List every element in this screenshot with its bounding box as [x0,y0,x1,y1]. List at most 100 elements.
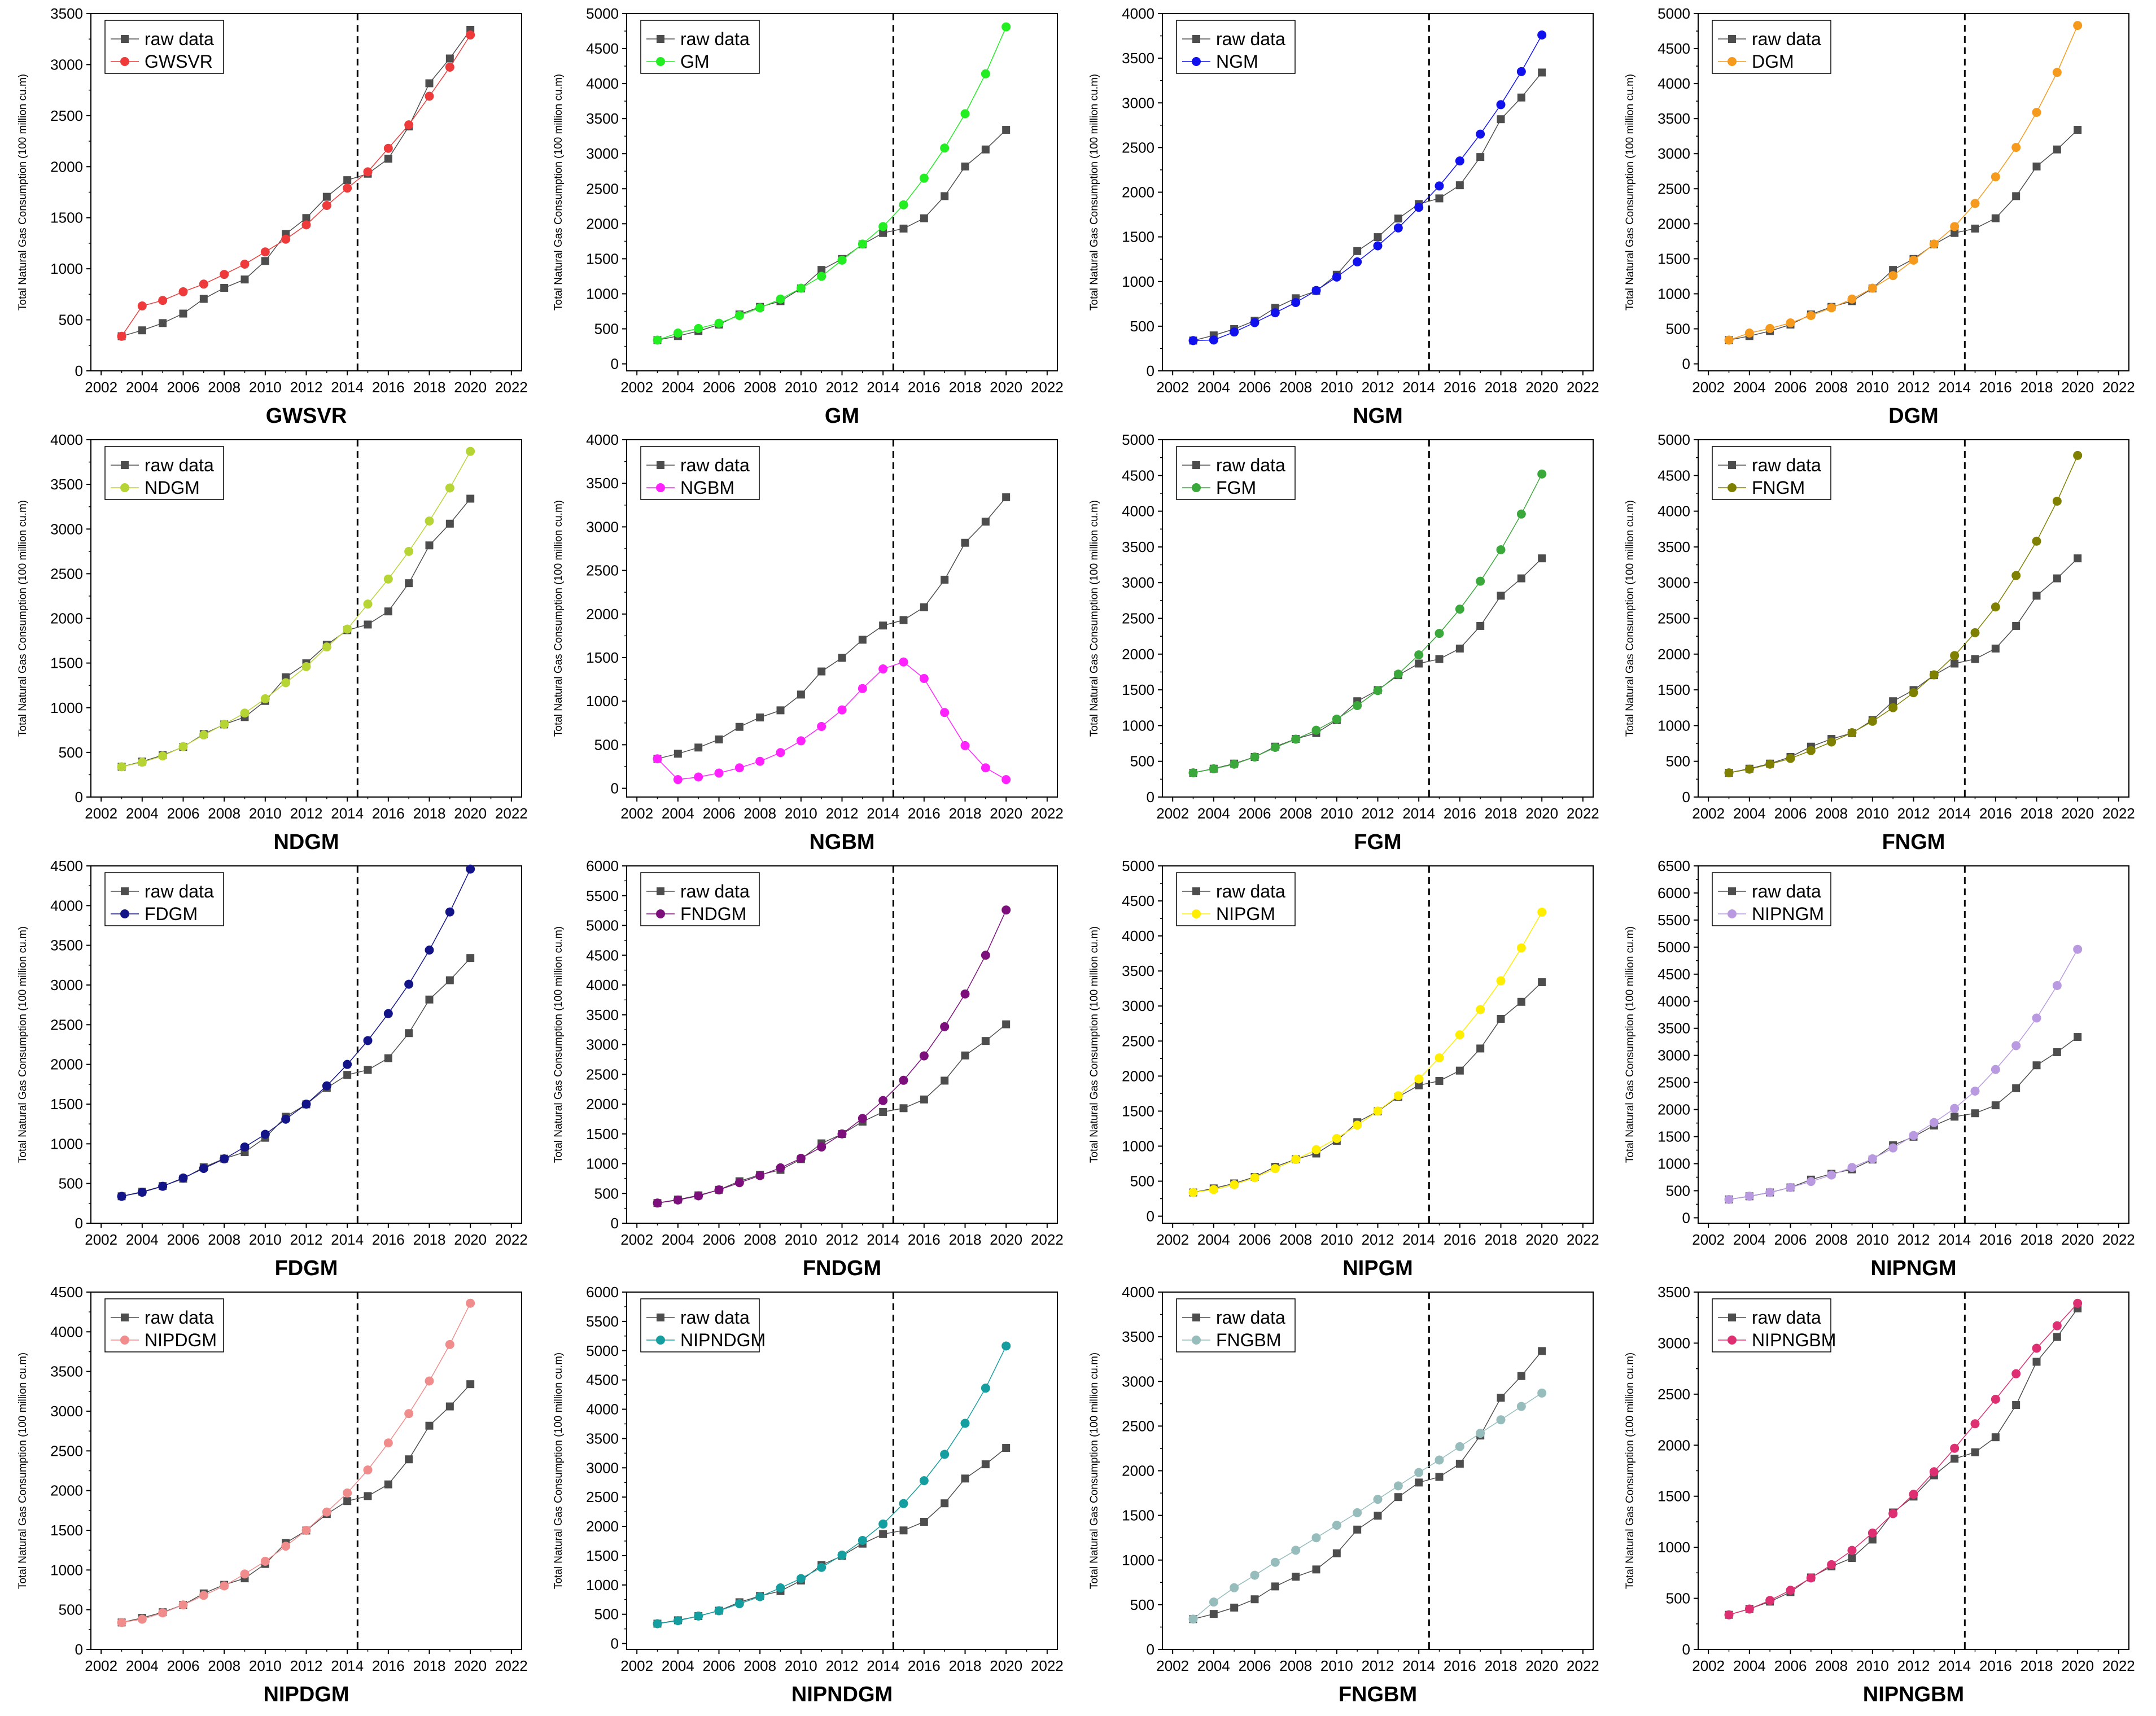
x-tick-label: 2008 [744,1657,776,1674]
raw-data-line [121,29,471,337]
model-data-point [260,1556,270,1566]
model-data-point [1806,1573,1816,1583]
legend-raw-label: raw data [680,881,750,901]
y-tick-label: 2500 [50,107,83,124]
model-data-point [1311,1533,1321,1543]
model-data-point [653,1198,662,1208]
model-data-point [1847,728,1857,738]
model-data-point [1929,239,1939,249]
model-data-point [445,62,454,72]
model-data-point [1909,688,1918,698]
model-data-point [1002,775,1011,785]
x-tick-label: 2020 [2061,1231,2094,1248]
legend: raw data NGBM [640,446,760,500]
y-tick-label: 4000 [586,431,619,448]
x-tick-label: 2006 [1239,1231,1271,1248]
x-tick-label: 2020 [454,805,487,822]
y-tick-label: 2000 [1658,1101,1690,1118]
model-data-point [899,657,908,667]
y-tick-label: 2500 [586,562,619,579]
y-tick-label: 2000 [1658,215,1690,232]
y-axis-label: Total Natural Gas Consumption (100 milli… [1624,926,1636,1163]
legend-model-label: NGM [1216,51,1258,72]
raw-data-point [756,713,764,722]
model-data-point [1765,323,1775,333]
raw-data-point [817,667,826,676]
model-series-line [1193,912,1542,1193]
x-tick-label: 2014 [1402,1657,1435,1674]
model-data-point [1537,1388,1547,1398]
y-axis-label: Total Natural Gas Consumption (100 milli… [1624,1352,1636,1589]
legend-model-marker [1192,1336,1201,1345]
y-tick-label: 500 [1666,321,1690,338]
model-data-point [858,1114,867,1123]
x-tick-label: 2022 [1031,1657,1064,1674]
y-tick-label: 4500 [586,1372,619,1389]
y-tick-label: 5000 [1122,857,1154,874]
model-data-point [981,951,990,960]
model-data-point [837,1550,847,1560]
y-axis-label: Total Natural Gas Consumption (100 milli… [553,926,565,1163]
raw-data-point [1230,1603,1239,1612]
x-tick-label: 2004 [1733,1231,1766,1248]
y-tick-label: 5500 [586,887,619,904]
raw-data-point [1538,1347,1546,1355]
raw-data-point [715,735,723,743]
y-tick-label: 3000 [1658,1047,1690,1064]
y-tick-label: 3500 [50,476,83,493]
y-tick-label: 500 [59,1601,83,1618]
x-tick-label: 2008 [744,805,776,822]
x-tick-label: 2016 [1979,1231,2012,1248]
model-data-point [137,1188,147,1197]
legend-model-label: FNGM [1752,478,1805,498]
legend-raw-marker [1728,35,1736,43]
model-data-point [1250,752,1260,762]
y-tick-label: 2500 [586,1489,619,1505]
legend-model-marker [656,57,665,66]
x-tick-label: 2018 [413,379,446,396]
model-data-point [919,1051,929,1061]
x-tick-label: 2016 [1979,1657,2012,1674]
y-tick-label: 1000 [1122,273,1154,290]
y-tick-label: 0 [1147,789,1154,806]
legend-raw-marker [1728,461,1736,469]
x-tick-label: 2018 [1485,1657,1517,1674]
chart-panel-gwsvr: 2002 2004 2006 2008 2010 2012 2014 2016 2018 2020… [17,5,528,428]
model-data-point [653,754,662,764]
x-tick-label: 2008 [1279,1231,1312,1248]
x-tick-label: 2002 [85,1657,117,1674]
y-tick-label: 3500 [1658,539,1690,555]
legend-raw-marker [1192,461,1200,469]
x-tick-label: 2020 [454,1231,487,1248]
y-tick-label: 1500 [586,649,619,666]
model-data-point [1230,759,1239,769]
x-tick-label: 2010 [785,379,817,396]
raw-data-line [1193,558,1542,773]
y-tick-label: 3500 [586,1430,619,1447]
y-tick-label: 0 [75,362,83,379]
model-data-point [1455,156,1464,166]
raw-data-point [920,1517,928,1526]
x-tick-label: 2006 [167,1657,200,1674]
legend-model-marker [656,483,665,492]
y-axis-label: Total Natural Gas Consumption (100 milli… [1624,74,1636,310]
legend-raw-marker [1192,1314,1200,1321]
model-data-point [1353,1508,1362,1517]
x-tick-label: 2008 [1815,1231,1848,1248]
model-data-point [1373,686,1383,695]
model-data-point [1230,1180,1239,1189]
x-tick-label: 2012 [1897,805,1930,822]
model-data-point [1332,1133,1341,1143]
x-tick-label: 2014 [331,379,364,396]
model-data-point [2052,496,2062,506]
x-tick-label: 2012 [1897,379,1930,396]
raw-data-point [302,214,311,222]
legend-model-marker [1192,483,1201,492]
model-data-point [445,907,454,917]
model-data-point [1724,1194,1734,1204]
x-tick-label: 2002 [1156,1657,1189,1674]
